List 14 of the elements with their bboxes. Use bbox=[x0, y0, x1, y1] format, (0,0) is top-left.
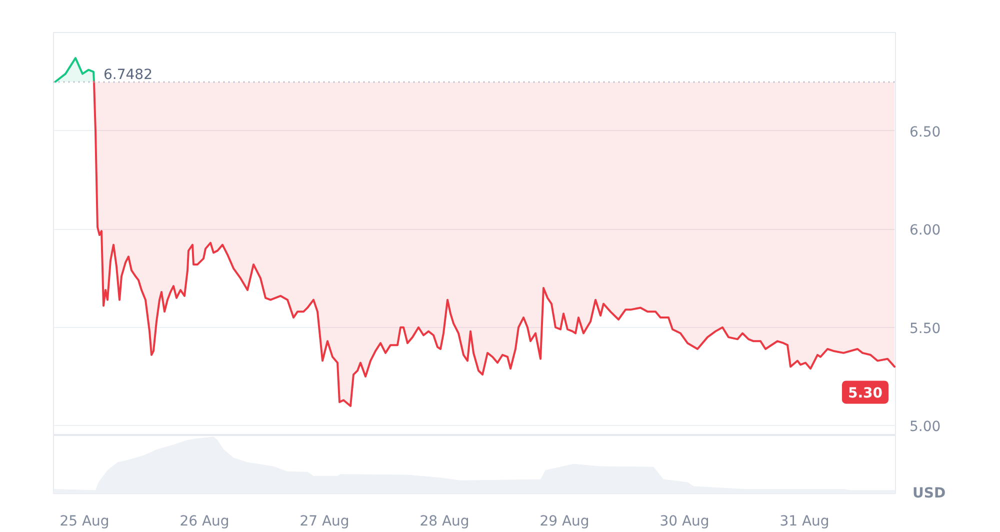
x-tick-label: 25 Aug bbox=[60, 514, 110, 530]
x-tick-label: 27 Aug bbox=[300, 514, 350, 530]
annotation: 5.30 bbox=[848, 386, 883, 402]
x-tick-label: 29 Aug bbox=[540, 514, 590, 530]
x-tick-label: 28 Aug bbox=[420, 514, 470, 530]
y-tick-label: 5.00 bbox=[910, 419, 941, 436]
ref-line-label: 6.7482 bbox=[104, 67, 152, 83]
x-tick-label: 26 Aug bbox=[180, 514, 230, 530]
y-tick-label: 6.00 bbox=[910, 222, 941, 239]
x-tick-label: 30 Aug bbox=[660, 514, 710, 530]
y-axis-title: USD bbox=[912, 486, 946, 502]
y-tick-label: 5.50 bbox=[910, 320, 941, 337]
x-tick-label: 31 Aug bbox=[780, 514, 830, 530]
y-tick-label: 6.50 bbox=[910, 124, 941, 140]
